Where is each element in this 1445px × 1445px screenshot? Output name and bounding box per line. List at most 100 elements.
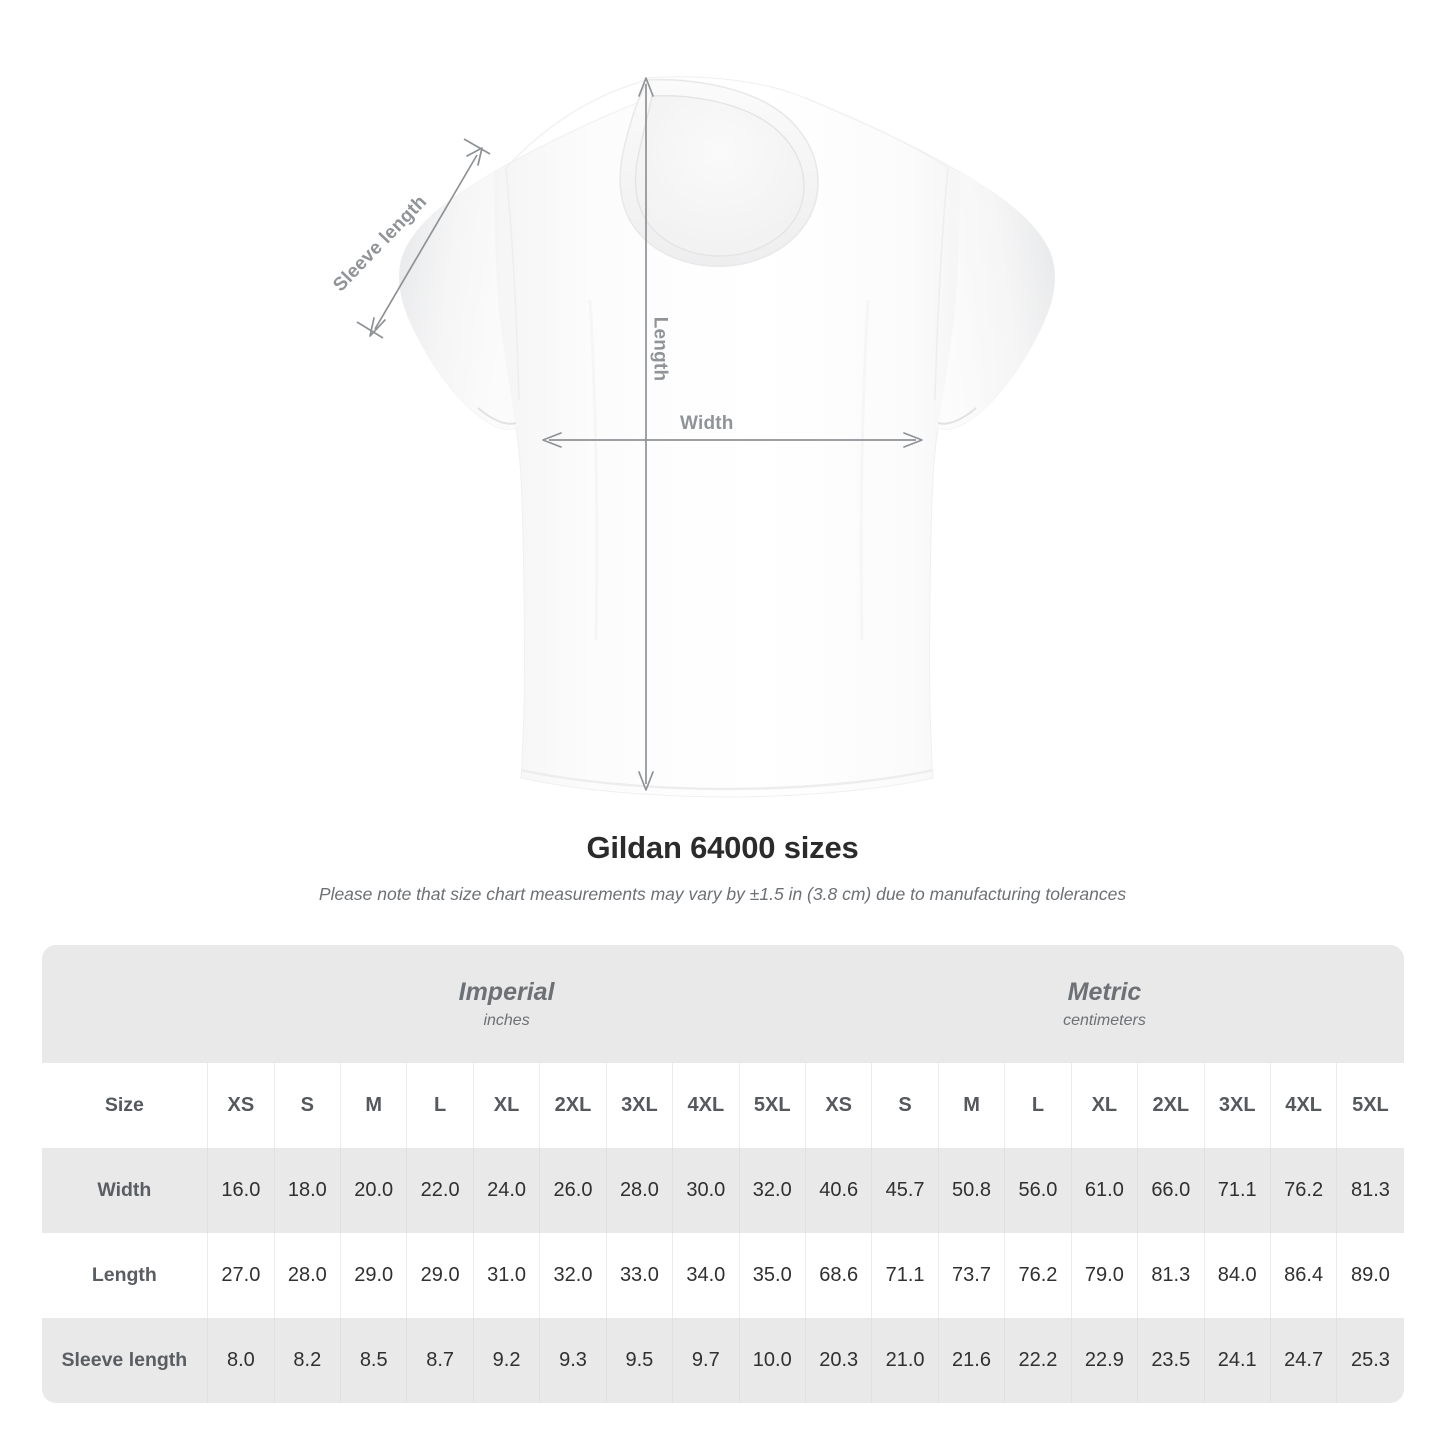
- row-header-width: Width: [41, 1148, 208, 1233]
- cell-length-metric-2xl: 81.3: [1137, 1233, 1204, 1318]
- left-armhole-seam: [505, 167, 520, 401]
- bottom-hem: [520, 768, 934, 791]
- cell-sleeve-imperial-2xl: 9.3: [539, 1318, 607, 1403]
- sleeve-tick-bottom: [356, 321, 384, 339]
- column-header-imperial-m: M: [340, 1063, 407, 1148]
- column-header-size: Size: [41, 1063, 208, 1148]
- cell-length-imperial-2xl: 32.0: [539, 1233, 607, 1318]
- cell-sleeve-imperial-4xl: 9.7: [672, 1318, 740, 1403]
- cell-sleeve-imperial-s: 8.2: [273, 1318, 341, 1403]
- unit-sub-metric: centimeters: [1063, 1012, 1146, 1030]
- size-header-row: Size XS S M L XL 2XL 3XL 4XL 5XL XS S M …: [41, 1063, 1404, 1148]
- size-chart-table-wrapper: Imperial inches Metric centimeters Size …: [41, 945, 1404, 1403]
- cell-width-imperial-4xl: 30.0: [672, 1148, 740, 1233]
- unit-name-imperial: Imperial: [458, 977, 555, 1006]
- cell-width-metric-5xl: 81.3: [1336, 1148, 1404, 1233]
- right-shoulder-seam: [805, 97, 949, 169]
- fold-left: [588, 299, 599, 641]
- measurement-lines: [356, 77, 923, 791]
- length-label: Length: [649, 316, 671, 382]
- tshirt-illustration: [356, 76, 1056, 798]
- unit-sub-imperial: inches: [483, 1012, 530, 1030]
- table-row: Sleeve length 8.0 8.2 8.5 8.7 9.2 9.3 9.…: [41, 1318, 1404, 1403]
- column-header-metric-xs: XS: [804, 1063, 872, 1148]
- column-header-metric-4xl: 4XL: [1269, 1063, 1337, 1148]
- cell-sleeve-imperial-5xl: 10.0: [738, 1318, 806, 1403]
- right-sleeve: [938, 172, 1055, 430]
- cell-width-metric-xl: 61.0: [1070, 1148, 1138, 1233]
- cell-length-metric-l: 76.2: [1004, 1233, 1072, 1318]
- size-chart-table: Imperial inches Metric centimeters Size …: [41, 945, 1404, 1403]
- cell-sleeve-metric-xs: 20.3: [804, 1318, 872, 1403]
- cell-length-metric-xs: 68.6: [804, 1233, 872, 1318]
- column-header-imperial-xl: XL: [472, 1063, 540, 1148]
- unit-cell-imperial: Imperial inches: [207, 945, 806, 1063]
- left-sleeve-hem: [477, 407, 517, 425]
- cell-sleeve-metric-5xl: 25.3: [1336, 1318, 1404, 1403]
- sleeve-tick-top: [463, 138, 491, 155]
- tshirt-diagram: Sleeve length Length Width: [329, 76, 1056, 798]
- cell-width-metric-xs: 40.6: [804, 1148, 872, 1233]
- cell-length-imperial-s: 28.0: [273, 1233, 341, 1318]
- cell-width-imperial-3xl: 28.0: [605, 1148, 673, 1233]
- unit-band-spacer: [41, 945, 208, 1063]
- row-header-sleeve-length: Sleeve length: [41, 1318, 208, 1403]
- column-header-imperial-3xl: 3XL: [605, 1063, 673, 1148]
- page-title: Gildan 64000 sizes: [586, 830, 859, 865]
- cell-length-metric-m: 73.7: [937, 1233, 1005, 1318]
- cell-sleeve-metric-l: 22.2: [1004, 1318, 1072, 1403]
- cell-width-imperial-xs: 16.0: [207, 1148, 275, 1233]
- cell-width-imperial-5xl: 32.0: [738, 1148, 806, 1233]
- cell-width-metric-2xl: 66.0: [1137, 1148, 1204, 1233]
- column-header-imperial-5xl: 5XL: [738, 1063, 806, 1148]
- unit-cell-metric: Metric centimeters: [805, 945, 1404, 1063]
- column-header-metric-5xl: 5XL: [1336, 1063, 1404, 1148]
- table-row: Length 27.0 28.0 29.0 29.0 31.0 32.0 33.…: [41, 1233, 1404, 1318]
- sleeve-arrowhead-top: [466, 147, 483, 166]
- cell-length-metric-xl: 79.0: [1070, 1233, 1138, 1318]
- column-header-metric-l: L: [1004, 1063, 1072, 1148]
- column-header-metric-2xl: 2XL: [1137, 1063, 1204, 1148]
- cell-sleeve-imperial-xl: 9.2: [472, 1318, 540, 1403]
- cell-sleeve-metric-s: 21.0: [871, 1318, 939, 1403]
- tolerance-note: Please note that size chart measurements…: [318, 884, 1127, 904]
- cell-width-imperial-2xl: 26.0: [539, 1148, 607, 1233]
- cell-length-imperial-l: 29.0: [406, 1233, 474, 1318]
- cell-width-imperial-s: 18.0: [273, 1148, 341, 1233]
- cell-width-imperial-m: 20.0: [340, 1148, 407, 1233]
- cell-width-imperial-l: 22.0: [406, 1148, 474, 1233]
- width-arrowhead-left: [542, 432, 562, 448]
- cell-sleeve-metric-m: 21.6: [937, 1318, 1005, 1403]
- cell-length-imperial-xl: 31.0: [472, 1233, 540, 1318]
- sleeve-length-line: [374, 154, 478, 330]
- cell-length-metric-5xl: 89.0: [1336, 1233, 1404, 1318]
- width-label: Width: [680, 413, 734, 434]
- right-armhole-seam: [934, 167, 949, 401]
- cell-sleeve-imperial-m: 8.5: [340, 1318, 407, 1403]
- row-header-length: Length: [41, 1233, 208, 1318]
- table-row: Width 16.0 18.0 20.0 22.0 24.0 26.0 28.0…: [41, 1148, 1404, 1233]
- cell-sleeve-metric-4xl: 24.7: [1269, 1318, 1337, 1403]
- column-header-imperial-l: L: [406, 1063, 474, 1148]
- unit-name-metric: Metric: [1067, 977, 1142, 1006]
- cell-length-metric-3xl: 84.0: [1203, 1233, 1271, 1318]
- column-header-imperial-s: S: [273, 1063, 341, 1148]
- title-block: Gildan 64000 sizes Please note that size…: [0, 830, 1445, 905]
- sleeve-arrowhead-bottom: [369, 317, 386, 337]
- column-header-imperial-xs: XS: [207, 1063, 275, 1148]
- cell-width-metric-m: 50.8: [937, 1148, 1005, 1233]
- cell-length-metric-s: 71.1: [871, 1233, 939, 1318]
- cell-length-imperial-5xl: 35.0: [738, 1233, 806, 1318]
- width-arrowhead-right: [903, 432, 923, 448]
- cell-width-metric-l: 56.0: [1004, 1148, 1072, 1233]
- cell-length-imperial-m: 29.0: [340, 1233, 407, 1318]
- fold-right: [859, 299, 870, 641]
- length-arrowhead-top: [638, 77, 654, 97]
- left-shoulder-seam: [505, 79, 649, 169]
- column-header-metric-xl: XL: [1070, 1063, 1138, 1148]
- cell-sleeve-imperial-l: 8.7: [406, 1318, 474, 1403]
- cell-length-imperial-4xl: 34.0: [672, 1233, 740, 1318]
- cell-length-imperial-xs: 27.0: [207, 1233, 275, 1318]
- right-sleeve-hem: [937, 407, 977, 425]
- column-header-metric-m: M: [937, 1063, 1005, 1148]
